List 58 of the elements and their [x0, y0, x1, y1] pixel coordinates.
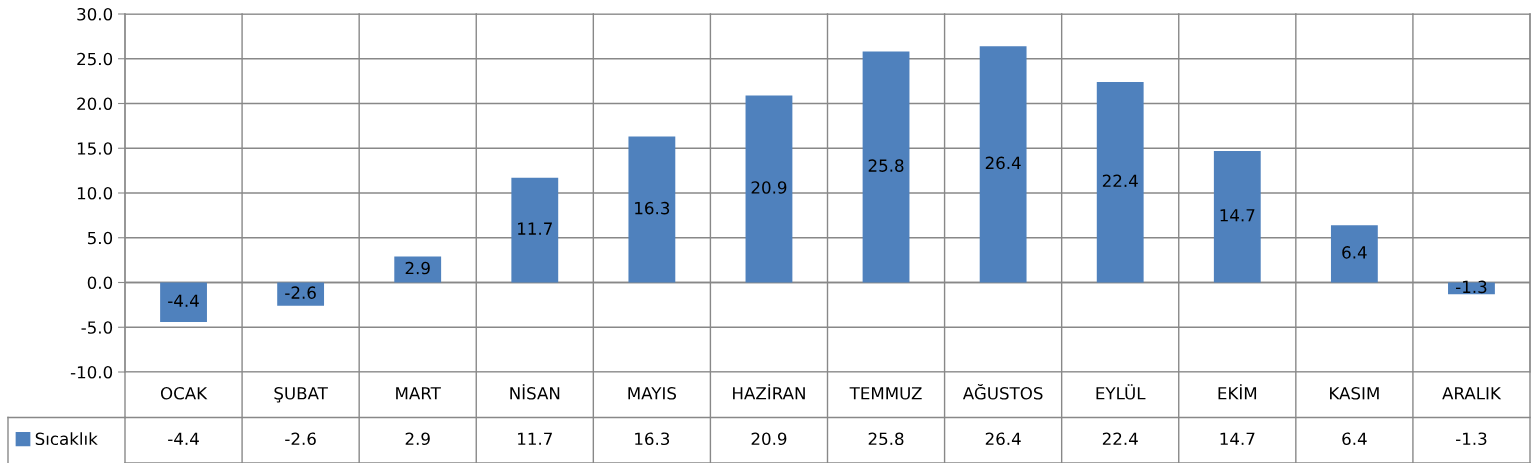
text: 14.7: [1220, 432, 1255, 445]
text: 22.4: [1102, 432, 1138, 445]
bar: [1096, 82, 1144, 283]
legend-label: Sıcaklık: [35, 432, 98, 446]
text: 2.9: [405, 432, 430, 446]
x-tick-label: ARALIK: [1442, 387, 1502, 400]
bar: [979, 46, 1027, 283]
data-label: -4.4: [168, 294, 199, 307]
data-label: 26.4: [985, 156, 1021, 170]
bar: [277, 282, 325, 306]
text: 16.3: [635, 432, 670, 446]
text: 25.8: [868, 432, 904, 446]
bar: [862, 51, 910, 283]
text: 11.7: [518, 432, 552, 445]
bar: [394, 256, 442, 283]
data-label: 20.9: [751, 181, 787, 194]
bar: [1330, 225, 1378, 283]
bar: [1448, 282, 1495, 295]
data-label: 16.3: [635, 201, 670, 215]
x-tick-label: EYLÜL: [1096, 384, 1146, 400]
data-label: 2.9: [405, 261, 430, 275]
text: 6.4: [1342, 432, 1367, 446]
x-tick-label: EKİM: [1218, 384, 1257, 400]
y-tick-label: 10.0: [77, 186, 113, 200]
x-tick-label: ŞUBAT: [274, 386, 328, 403]
text: 20.9: [751, 432, 787, 446]
data-label: 25.8: [868, 159, 904, 172]
text: -2.6: [285, 432, 316, 446]
data-label: 11.7: [518, 222, 552, 235]
data-label: -2.6: [285, 286, 316, 299]
x-tick-label: MAYIS: [628, 386, 677, 400]
y-tick-label: -5.0: [81, 321, 113, 334]
y-tick-label: 0.0: [87, 276, 113, 290]
data-label: 6.4: [1342, 246, 1367, 259]
bar: [511, 177, 559, 283]
bar: [628, 136, 676, 283]
data-label: 22.4: [1102, 174, 1138, 187]
y-tick-label: 15.0: [77, 142, 113, 155]
y-tick-label: -10.0: [70, 365, 113, 379]
x-tick-label: HAZİRAN: [733, 384, 805, 400]
x-tick-label: AĞUSTOS: [962, 383, 1043, 400]
bar: [1213, 150, 1261, 283]
x-tick-label: KASIM: [1330, 386, 1379, 400]
x-tick-label: TEMMUZ: [849, 387, 922, 400]
text: 26.4: [985, 432, 1021, 446]
y-tick-label: 25.0: [77, 52, 113, 66]
y-tick-label: 5.0: [87, 231, 113, 245]
x-tick-label: NİSAN: [510, 384, 560, 400]
x-tick-label: OCAK: [160, 386, 208, 400]
text: -1.3: [1456, 432, 1487, 446]
bar: [745, 95, 793, 283]
data-label: -1.3: [1456, 280, 1487, 294]
y-tick-label: 30.0: [77, 7, 113, 21]
bar: [160, 282, 207, 322]
data-label: 14.7: [1220, 209, 1255, 222]
y-tick-label: 20.0: [77, 97, 113, 111]
x-tick-label: MART: [396, 387, 441, 400]
text: -4.4: [168, 432, 199, 445]
